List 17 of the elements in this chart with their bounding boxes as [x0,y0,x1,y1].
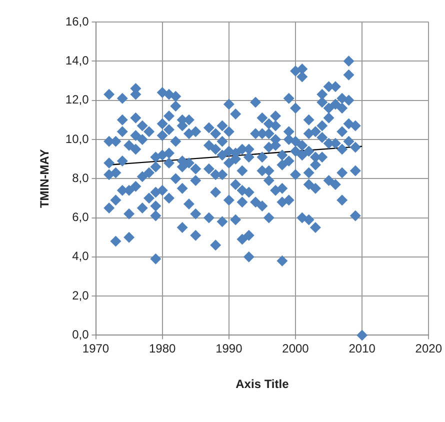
x-tick-label: 1980 [148,342,176,356]
x-tick-label: 1990 [216,342,243,356]
y-tick-label: 16,0 [65,14,90,28]
x-tick-label: 1970 [82,342,110,356]
y-tick-label: 4,0 [72,249,90,264]
y-tick-label: 2,0 [72,288,90,302]
x-axis-title: Axis Title [236,377,290,392]
y-tick-label: 6,0 [72,210,90,224]
x-tick-label: 2020 [415,342,442,356]
y-tick-label: 8,0 [72,170,90,185]
x-tick-label: 2010 [348,342,376,356]
y-axis-title: TMIN-MAY [38,149,52,208]
y-tick-label: 12,0 [65,92,90,107]
y-tick-label: 0,0 [72,328,90,342]
x-tick-label: 2000 [282,342,310,356]
y-tick-label: 14,0 [65,53,90,68]
y-tick-label: 10,0 [65,132,90,146]
